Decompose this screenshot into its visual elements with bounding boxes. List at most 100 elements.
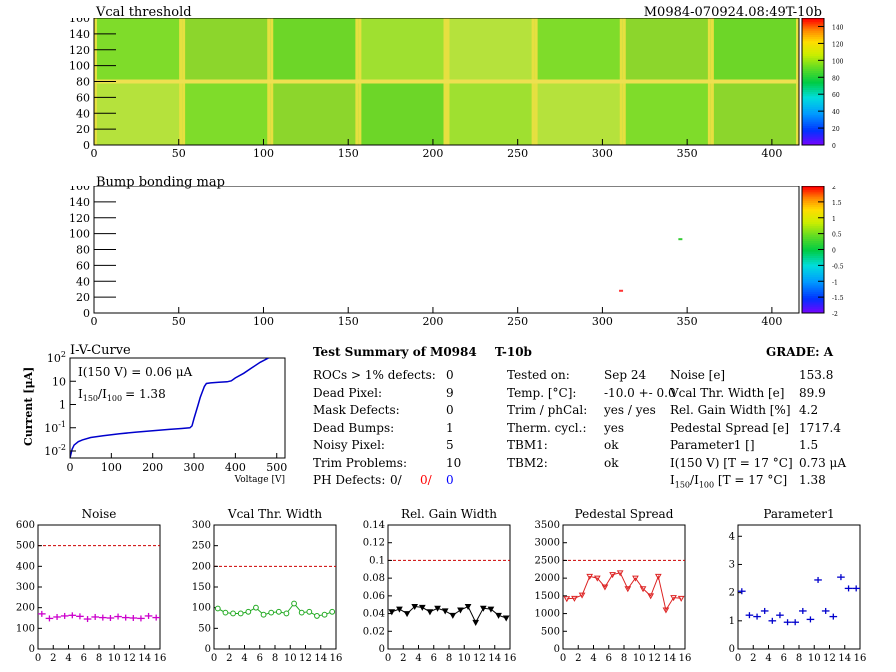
- colorbar-band: [802, 20, 824, 23]
- x-tick-label: 200: [422, 315, 443, 328]
- data-point: [283, 610, 290, 617]
- data-point: [814, 576, 822, 583]
- y-tick-label: 140: [69, 28, 90, 41]
- data-point: [571, 595, 578, 602]
- y-tick-label: 0: [379, 644, 385, 655]
- metric-label: Vcal Thr. Width [e]: [670, 385, 785, 400]
- colorbar-band: [802, 102, 824, 106]
- condition-label: TBM1:: [507, 438, 548, 452]
- colorbar-band: [802, 140, 824, 144]
- data-point: [616, 570, 624, 577]
- data-point: [768, 617, 777, 624]
- colorbar-band: [802, 104, 824, 108]
- ratio-value: = 1.38: [125, 387, 166, 401]
- x-tick-label: 14: [838, 653, 851, 664]
- roc-plot-title: Rel. Gain Width: [401, 507, 497, 521]
- x-tick-label: 0: [91, 147, 98, 160]
- x-tick-label: 2: [575, 653, 581, 664]
- ratio-part: [T = 17 °C]: [714, 473, 788, 487]
- colorbar-band: [802, 205, 824, 208]
- defect-value: 9: [446, 385, 454, 400]
- data-point: [83, 616, 92, 623]
- y-tick-label: 1: [729, 616, 735, 627]
- y-tick-label: 0.06: [363, 591, 385, 602]
- roc-edge-column: [355, 18, 359, 82]
- y-tick-label: 0.02: [363, 626, 385, 637]
- colorbar-band: [802, 186, 824, 189]
- colorbar-band: [802, 60, 824, 63]
- x-tick-label: 50: [172, 147, 186, 160]
- roc-edge-column: [707, 18, 711, 82]
- y-tick-label: 0: [205, 644, 211, 655]
- heatmap-cells: [94, 18, 799, 145]
- roc-tile: [446, 81, 535, 145]
- data-point: [624, 586, 632, 593]
- y-tick-label: 1500: [535, 591, 560, 602]
- y-tick-label: 0: [83, 139, 90, 152]
- y-tick-label: 50: [198, 623, 211, 634]
- colorbar-band: [802, 241, 824, 244]
- colorbar-band: [802, 283, 824, 286]
- iv-x-tick-label: 400: [225, 461, 246, 474]
- y-tick-label: 100: [192, 603, 211, 614]
- colorbar-band: [802, 142, 824, 146]
- x-tick-label: 0: [35, 653, 41, 664]
- x-tick-label: 10: [108, 653, 121, 664]
- colorbar-band: [802, 75, 824, 78]
- summary-title: Test Summary of M0984 T-10b: [313, 345, 532, 359]
- x-tick-label: 4: [241, 653, 247, 664]
- colorbar-band: [802, 81, 824, 85]
- iv-y-tick-base: 10: [52, 375, 66, 388]
- condition-value: Sep 24: [604, 368, 647, 382]
- x-tick-label: 6: [431, 653, 437, 664]
- data-point: [137, 615, 145, 622]
- data-point: [495, 612, 502, 619]
- x-tick-label: 300: [592, 147, 613, 160]
- grade-label: GRADE: A: [766, 345, 834, 359]
- metric-value: 1717.4: [799, 420, 841, 435]
- colorbar-band: [802, 196, 824, 200]
- colorbar-band: [802, 79, 824, 82]
- colorbar-band: [802, 279, 824, 282]
- data-point: [53, 613, 61, 620]
- colorbar-tick-label: 0: [832, 143, 836, 150]
- x-tick-label: 300: [592, 315, 613, 328]
- data-point: [329, 608, 336, 615]
- colorbar-band: [802, 47, 824, 51]
- x-tick-label: 8: [621, 653, 627, 664]
- metric-value: 0.73 μA: [799, 455, 846, 470]
- ratio-part: 100: [698, 480, 715, 490]
- colorbar-band: [802, 53, 824, 57]
- colorbar-tick-label: -1: [832, 279, 838, 286]
- colorbar-band: [802, 26, 824, 30]
- y-tick-label: 2500: [535, 555, 560, 566]
- colorbar-band: [802, 70, 824, 74]
- data-point: [593, 575, 601, 582]
- data-point: [821, 607, 830, 614]
- y-tick-label: 200: [16, 603, 35, 614]
- colorbar-band: [802, 138, 824, 142]
- iv-y-tick-label: 10: [52, 375, 66, 388]
- roc-edge-column: [534, 81, 538, 145]
- data-point: [677, 595, 685, 602]
- data-point: [806, 616, 815, 623]
- data-point: [76, 613, 84, 620]
- colorbar-band: [802, 207, 824, 210]
- iv-y-tick-exp: -2: [58, 443, 66, 452]
- colorbar-band: [802, 106, 824, 110]
- condition-label: Trim / phCal:: [507, 403, 588, 417]
- defect-label: Dead Bumps:: [313, 420, 395, 435]
- x-tick-label: 8: [446, 653, 452, 664]
- x-tick-label: 0: [91, 315, 98, 328]
- metric-value: 89.9: [799, 385, 826, 400]
- roc-edge-column: [270, 18, 274, 82]
- colorbar-band: [802, 96, 824, 99]
- colorbar-band: [802, 251, 824, 255]
- colorbar-band: [802, 119, 824, 123]
- colorbar-tick-label: 1.5: [832, 200, 842, 207]
- series-line: [391, 605, 507, 624]
- condition-label: Tested on:: [507, 368, 570, 382]
- x-tick-label: 8: [272, 653, 278, 664]
